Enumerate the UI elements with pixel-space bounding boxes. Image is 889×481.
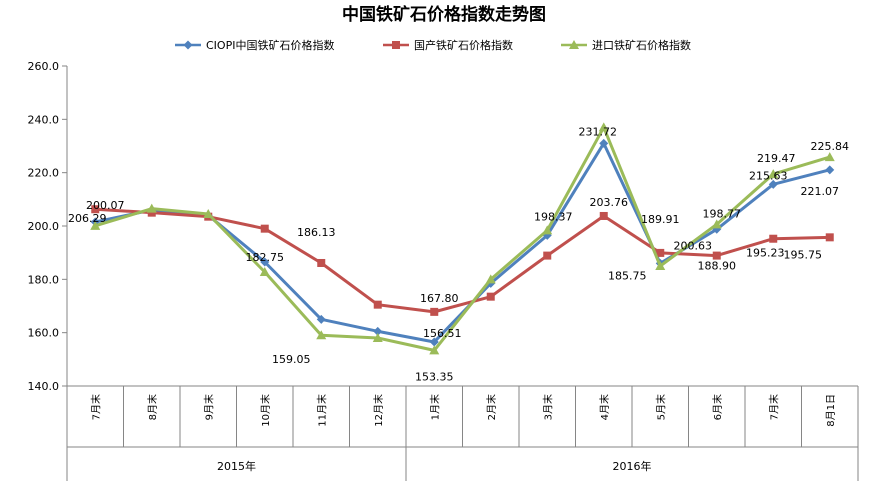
data-label: 153.35 [415, 370, 454, 383]
y-tick-label: 160.0 [28, 327, 60, 340]
data-label: 198.37 [534, 210, 573, 223]
data-point [655, 261, 666, 270]
data-label: 182.75 [246, 251, 285, 264]
data-label: 156.51 [423, 327, 462, 340]
x-tick-label: 7月末 [767, 394, 780, 420]
x-tick-label: 11月末 [315, 394, 328, 427]
x-tick-label: 3月末 [541, 394, 554, 420]
data-label: 203.76 [590, 196, 629, 209]
data-point [486, 292, 495, 301]
data-label: 186.13 [297, 226, 336, 239]
x-tick-label: 1月末 [428, 394, 441, 420]
x-tick-label: 9月末 [202, 394, 215, 420]
year-label: 2016年 [613, 459, 652, 473]
year-label: 2015年 [217, 459, 256, 473]
x-tick-label: 8月末 [146, 394, 159, 420]
x-tick-label: 10月末 [259, 394, 272, 427]
data-point [825, 233, 834, 242]
legend-item: 国产铁矿石价格指数 [383, 38, 513, 52]
data-point [259, 267, 270, 276]
data-point [599, 138, 609, 148]
data-label: 185.75 [608, 269, 647, 282]
y-tick-label: 200.0 [28, 220, 60, 233]
data-label: 189.91 [641, 213, 680, 226]
data-point [543, 251, 552, 260]
data-point [769, 234, 778, 243]
series-2 [90, 122, 835, 355]
legend-label: 国产铁矿石价格指数 [414, 38, 513, 52]
data-label: 200.07 [86, 199, 125, 212]
data-point [316, 330, 327, 340]
series-line [94, 141, 831, 344]
legend: CIOPI中国铁矿石价格指数 国产铁矿石价格指数 进口铁矿石价格指数 [175, 38, 691, 52]
data-point [260, 224, 269, 233]
y-tick-label: 260.0 [28, 60, 60, 73]
data-label: 219.47 [757, 152, 796, 165]
data-point [768, 179, 778, 189]
legend-item: 进口铁矿石价格指数 [561, 38, 691, 52]
data-point [373, 326, 383, 336]
data-label: 195.75 [784, 248, 823, 261]
y-tick-label: 140.0 [28, 380, 60, 393]
data-label: 188.90 [698, 260, 737, 273]
data-label: 231.72 [579, 125, 618, 138]
data-point [146, 203, 157, 213]
x-tick-label: 12月末 [372, 394, 385, 427]
legend-swatch-marker [392, 41, 400, 49]
data-point [90, 220, 101, 230]
data-point [712, 251, 721, 260]
data-point [485, 274, 496, 284]
data-label: 195.23 [746, 247, 785, 260]
data-point [429, 345, 440, 355]
data-point [373, 300, 382, 309]
data-label: 159.05 [272, 353, 311, 366]
data-label: 167.80 [420, 292, 459, 305]
data-point [768, 169, 779, 179]
data-point [824, 152, 835, 162]
x-tick-label: 5月末 [654, 394, 667, 420]
data-point [598, 122, 609, 132]
data-label: 215.63 [749, 169, 788, 182]
data-point [372, 333, 383, 342]
data-label: 225.84 [811, 140, 850, 153]
series-layer [90, 122, 835, 355]
data-label: 200.63 [674, 239, 713, 252]
x-tick-label: 6月末 [711, 394, 724, 420]
y-tick-label: 240.0 [28, 113, 60, 126]
data-point [711, 219, 722, 229]
data-point [429, 337, 439, 347]
data-point [260, 257, 270, 267]
data-label: 206.29 [68, 212, 107, 225]
data-label: 198.77 [703, 207, 742, 220]
legend-swatch-marker [183, 40, 193, 50]
data-point [430, 307, 439, 316]
x-tick-label: 7月末 [89, 394, 102, 420]
data-point [825, 165, 835, 175]
y-tick-label: 220.0 [28, 167, 60, 180]
data-point [542, 225, 553, 235]
data-point [203, 209, 214, 218]
series-line [94, 125, 831, 352]
data-point [656, 248, 665, 257]
legend-swatch-marker [569, 40, 579, 49]
series-1 [91, 205, 834, 316]
data-point [316, 314, 326, 324]
axes: 2015年 2016年 140.0 160.0 180.0 200.0 220.0 240.0… [28, 60, 859, 481]
y-tick-label: 180.0 [28, 273, 60, 286]
data-point [91, 205, 100, 214]
legend-label: CIOPI中国铁矿石价格指数 [206, 38, 334, 52]
series-line [95, 207, 830, 314]
x-tick-label: 2月末 [485, 394, 498, 420]
chart-title: 中国铁矿石价格指数走势图 [342, 4, 546, 25]
legend-item: CIOPI中国铁矿石价格指数 [175, 38, 334, 52]
data-label: 221.07 [801, 185, 840, 198]
x-tick-label: 8月1日 [825, 394, 837, 427]
legend-label: 进口铁矿石价格指数 [592, 38, 691, 52]
data-point [317, 258, 326, 267]
data-point [599, 211, 608, 220]
x-tick-label: 4月末 [598, 394, 611, 420]
